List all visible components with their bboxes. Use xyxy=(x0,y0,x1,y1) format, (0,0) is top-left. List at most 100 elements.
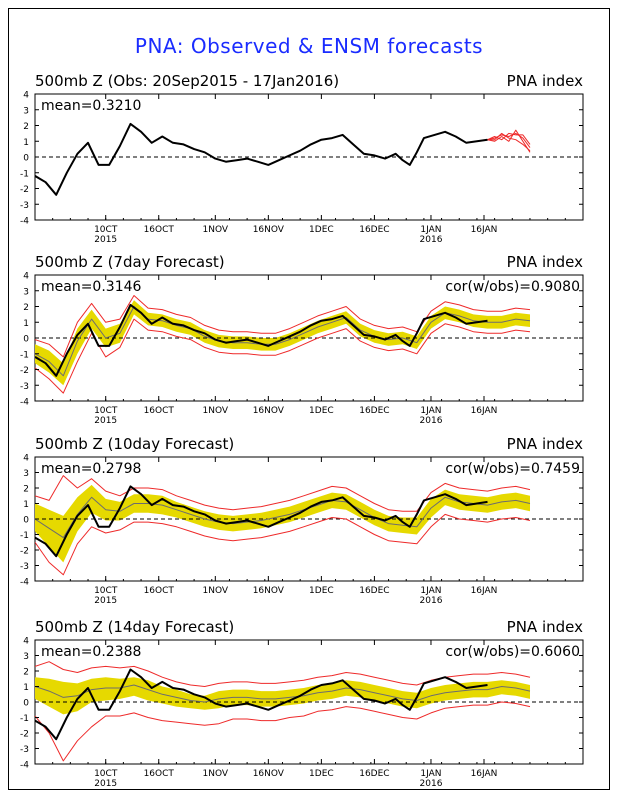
y-tick-label: 3 xyxy=(23,469,29,479)
y-tick-label: -4 xyxy=(20,578,29,588)
x-tick-label: 16NOV xyxy=(253,769,285,779)
y-tick-label: -3 xyxy=(20,745,29,755)
figure-frame xyxy=(8,8,610,790)
y-tick-label: -2 xyxy=(20,185,29,195)
x-tick-label: 16OCT xyxy=(144,586,175,596)
y-tick-label: 0 xyxy=(23,699,29,709)
forecast-member-line xyxy=(487,132,531,152)
y-tick-label: 0 xyxy=(23,516,29,526)
x-tick-label: 1NOV xyxy=(203,769,229,779)
panel-right-label: PNA index xyxy=(507,435,583,453)
x-tick-label: 1DEC xyxy=(309,769,334,779)
y-tick-label: -3 xyxy=(20,201,29,211)
y-tick-label: 4 xyxy=(23,91,29,101)
observed-line xyxy=(35,122,488,196)
x-tick-year: 2015 xyxy=(94,779,117,789)
forecast-member-line xyxy=(487,132,531,148)
spread-band xyxy=(35,677,530,715)
x-tick-year: 2016 xyxy=(420,235,443,245)
y-tick-label: -1 xyxy=(20,169,29,179)
panel-1: 500mb Z (Obs: 20Sep2015 - 17Jan2016) PNA … xyxy=(20,72,584,245)
y-tick-label: 2 xyxy=(23,485,29,495)
x-tick-label: 10CT xyxy=(94,225,118,235)
correlation-label: cor(w/obs)=0.7459 xyxy=(445,461,580,477)
x-tick-label: 1DEC xyxy=(309,225,334,235)
observed-line xyxy=(35,668,488,741)
x-tick-label: 1JAN xyxy=(420,406,441,416)
correlation-label: cor(w/obs)=0.6060 xyxy=(445,644,580,660)
panel-title: 500mb Z (7day Forecast) xyxy=(35,253,225,271)
panel-right-label: PNA index xyxy=(507,253,583,271)
x-tick-label: 16OCT xyxy=(144,769,175,779)
panel-right-label: PNA index xyxy=(507,618,583,636)
x-tick-label: 16DEC xyxy=(359,769,389,779)
y-tick-label: 1 xyxy=(23,500,29,510)
mean-label: mean=0.3210 xyxy=(41,98,141,114)
x-tick-label: 10CT xyxy=(94,406,118,416)
y-tick-label: -2 xyxy=(20,730,29,740)
mean-label: mean=0.2798 xyxy=(41,461,141,477)
x-tick-label: 1JAN xyxy=(420,769,441,779)
x-tick-label: 1NOV xyxy=(203,586,229,596)
mean-label: mean=0.3146 xyxy=(41,279,142,295)
panel-title: 500mb Z (Obs: 20Sep2015 - 17Jan2016) xyxy=(35,72,339,90)
plot-layer xyxy=(35,122,583,196)
y-tick-label: -3 xyxy=(20,562,29,572)
observed-line xyxy=(35,303,488,377)
y-tick-label: 2 xyxy=(23,303,29,313)
y-tick-label: 3 xyxy=(23,652,29,662)
y-tick-label: 1 xyxy=(23,683,29,693)
panel-2: 500mb Z (7day Forecast) PNA index 4 3 2 1 0 -1 -… xyxy=(20,253,584,426)
y-tick-label: 1 xyxy=(23,319,29,329)
y-tick-label: -1 xyxy=(20,714,29,724)
panel-title: 500mb Z (10day Forecast) xyxy=(35,435,234,453)
x-tick-label: 1DEC xyxy=(309,406,334,416)
x-tick-label: 16OCT xyxy=(144,225,175,235)
member-upper-line xyxy=(35,661,531,687)
y-tick-label: 3 xyxy=(23,287,29,297)
y-tick-label: 2 xyxy=(23,668,29,678)
member-lower-line xyxy=(35,318,531,394)
plot-layer xyxy=(35,295,583,394)
y-tick-label: 4 xyxy=(23,637,29,647)
x-tick-label: 16DEC xyxy=(359,225,389,235)
y-tick-label: 3 xyxy=(23,106,29,116)
y-tick-label: 4 xyxy=(23,272,29,282)
y-tick-label: -3 xyxy=(20,382,29,392)
figure-title: PNA: Observed & ENSM forecasts xyxy=(134,34,484,58)
member-lower-line xyxy=(35,513,531,576)
x-tick-label: 16JAN xyxy=(471,225,498,235)
x-tick-label: 1NOV xyxy=(203,406,229,416)
y-tick-label: -4 xyxy=(20,398,29,408)
x-tick-label: 16OCT xyxy=(144,406,175,416)
x-tick-label: 10CT xyxy=(94,586,118,596)
member-upper-line xyxy=(35,475,531,512)
x-tick-label: 16DEC xyxy=(359,586,389,596)
y-tick-label: -4 xyxy=(20,217,29,227)
x-tick-label: 16NOV xyxy=(253,406,285,416)
y-tick-label: -4 xyxy=(20,761,29,771)
x-tick-year: 2015 xyxy=(94,596,117,606)
x-tick-label: 16JAN xyxy=(471,586,498,596)
x-tick-label: 16DEC xyxy=(359,406,389,416)
member-upper-line xyxy=(35,295,531,358)
plot-layer xyxy=(35,661,583,762)
x-tick-year: 2016 xyxy=(420,596,443,606)
y-tick-label: 1 xyxy=(23,138,29,148)
x-tick-year: 2016 xyxy=(420,779,443,789)
y-tick-label: 4 xyxy=(23,454,29,464)
x-tick-label: 16NOV xyxy=(253,586,285,596)
x-tick-year: 2015 xyxy=(94,235,117,245)
x-tick-label: 1JAN xyxy=(420,586,441,596)
x-tick-label: 10CT xyxy=(94,769,118,779)
x-tick-year: 2015 xyxy=(94,416,117,426)
x-tick-label: 16JAN xyxy=(471,769,498,779)
plot-layer xyxy=(35,475,583,576)
forecast-member-line xyxy=(487,129,531,153)
x-tick-label: 1NOV xyxy=(203,225,229,235)
y-tick-label: -1 xyxy=(20,350,29,360)
member-lower-line xyxy=(35,701,531,762)
panel-3: 500mb Z (10day Forecast) PNA index 4 3 2 1 0 -1… xyxy=(20,435,584,606)
mean-label: mean=0.2388 xyxy=(41,644,141,660)
